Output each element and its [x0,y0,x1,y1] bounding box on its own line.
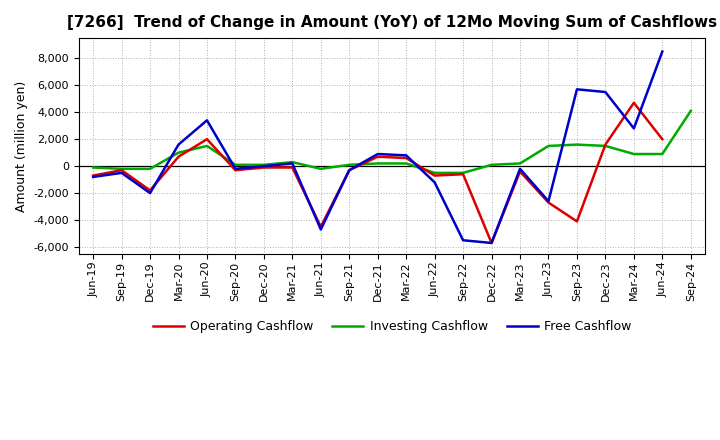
Operating Cashflow [374,154,382,159]
Investing Cashflow [658,151,667,157]
Operating Cashflow [402,155,410,161]
Free Cashflow [402,153,410,158]
Investing Cashflow [231,162,240,168]
Operating Cashflow [231,168,240,173]
Free Cashflow [89,174,97,180]
Operating Cashflow [487,240,496,246]
Title: [7266]  Trend of Change in Amount (YoY) of 12Mo Moving Sum of Cashflows: [7266] Trend of Change in Amount (YoY) o… [67,15,717,30]
Investing Cashflow [117,166,126,172]
Investing Cashflow [174,150,183,155]
Operating Cashflow [658,136,667,142]
Operating Cashflow [431,173,439,178]
Investing Cashflow [345,162,354,168]
Free Cashflow [345,168,354,173]
Operating Cashflow [601,142,610,147]
Free Cashflow [202,117,211,123]
Free Cashflow [459,238,467,243]
Investing Cashflow [374,161,382,166]
Free Cashflow [658,49,667,54]
Free Cashflow [260,164,269,169]
Investing Cashflow [629,151,638,157]
Free Cashflow [572,87,581,92]
Free Cashflow [288,161,297,166]
Investing Cashflow [402,161,410,166]
Free Cashflow [431,180,439,185]
Operating Cashflow [572,219,581,224]
Free Cashflow [231,166,240,172]
Operating Cashflow [317,224,325,229]
Operating Cashflow [288,165,297,170]
Operating Cashflow [516,169,524,174]
Investing Cashflow [202,143,211,149]
Investing Cashflow [686,108,695,114]
Investing Cashflow [487,162,496,168]
Operating Cashflow [345,168,354,173]
Free Cashflow [601,89,610,95]
Line: Operating Cashflow: Operating Cashflow [93,103,662,243]
Line: Investing Cashflow: Investing Cashflow [93,111,690,173]
Investing Cashflow [145,166,154,172]
Free Cashflow [174,142,183,147]
Free Cashflow [117,170,126,176]
Investing Cashflow [431,170,439,176]
Investing Cashflow [572,142,581,147]
Operating Cashflow [202,136,211,142]
Investing Cashflow [89,165,97,170]
Investing Cashflow [544,143,553,149]
Operating Cashflow [260,165,269,170]
Operating Cashflow [117,168,126,173]
Investing Cashflow [260,162,269,168]
Free Cashflow [629,126,638,131]
Free Cashflow [317,227,325,232]
Operating Cashflow [174,154,183,159]
Free Cashflow [516,166,524,172]
Investing Cashflow [288,159,297,165]
Legend: Operating Cashflow, Investing Cashflow, Free Cashflow: Operating Cashflow, Investing Cashflow, … [148,315,636,338]
Free Cashflow [487,240,496,246]
Operating Cashflow [89,173,97,178]
Free Cashflow [374,151,382,157]
Investing Cashflow [459,170,467,176]
Investing Cashflow [317,166,325,172]
Operating Cashflow [544,200,553,205]
Free Cashflow [544,198,553,204]
Operating Cashflow [459,172,467,177]
Y-axis label: Amount (million yen): Amount (million yen) [15,81,28,212]
Investing Cashflow [601,143,610,149]
Operating Cashflow [629,100,638,106]
Line: Free Cashflow: Free Cashflow [93,51,662,243]
Operating Cashflow [145,188,154,193]
Investing Cashflow [516,161,524,166]
Free Cashflow [145,191,154,196]
